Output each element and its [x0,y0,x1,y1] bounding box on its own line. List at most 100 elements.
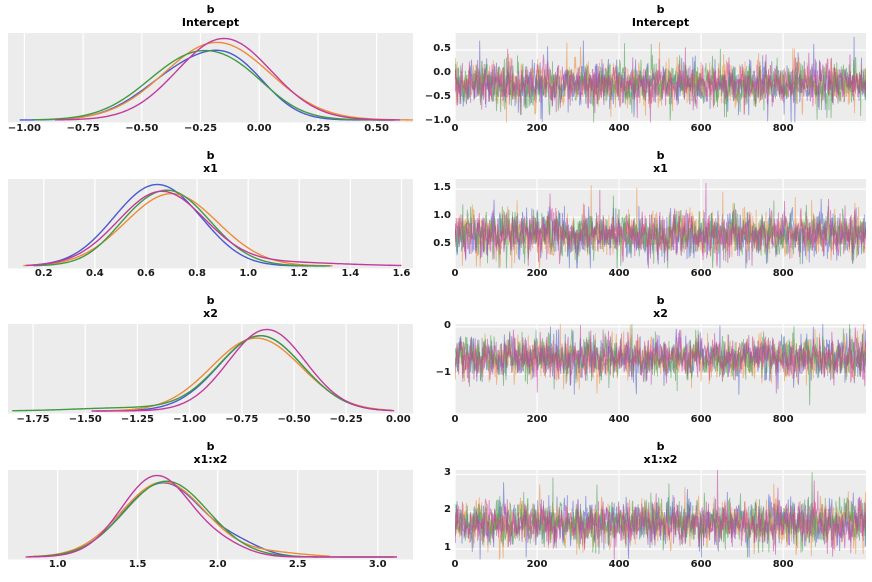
panel-subtitle: x2 [203,307,218,320]
row-x1: b x1 0.2 0.4 0.6 0.8 1.0 1.2 1.4 1.6 b x1 0 200 4… [0,146,872,292]
x-tick-label: 0 [451,268,459,279]
y-tick-label: 0.0 [433,66,451,78]
panel-subtitle: x1 [653,161,668,175]
trace-line-chain-3 [455,47,866,123]
x-tick-label: 1.0 [239,268,258,279]
trace-line-chain-3 [455,182,866,268]
kde-curve-chain-3 [25,474,397,558]
x-tick-label: 3.0 [368,559,387,570]
x-tick-label: −0.50 [277,413,311,425]
y-tick-label: 1 [444,541,451,553]
y-tick-label: 2 [444,504,451,516]
x-tick-label: −1.00 [173,413,207,425]
kde-plot-svg [8,33,413,123]
panel-b-intercept-trace: b Intercept 0 200 400 600 800 0.5 0.0 −0.5 −1.0 [425,0,872,146]
y-tick-label: 0.5 [433,43,451,55]
kde-curve-chain-2 [33,188,330,267]
x-tick-label: 1.5 [128,559,147,570]
kde-curve-chain-2 [12,334,393,412]
panel-subtitle: Intercept [181,16,240,29]
y-tick-label: −0.5 [424,90,451,102]
x-tick-label: −1.00 [7,122,41,134]
panel-b-x1-density: b x1 0.2 0.4 0.6 0.8 1.0 1.2 1.4 1.6 [0,146,436,292]
x-tick-label: 0 [451,122,459,134]
x-tick-label: 0.25 [305,122,331,134]
kde-curve-chain-1 [33,480,330,557]
y-tick-label: 0.5 [433,237,451,249]
x-tick-label: 200 [526,122,548,134]
panel-title: b [656,148,665,162]
x-tick-label: 200 [526,268,548,279]
panel-b-x2-trace: b x2 0 200 400 600 800 0 −1 [436,291,872,437]
x-tick-label: 200 [526,413,548,425]
x-tick-label: −1.50 [68,413,102,425]
x-tick-label: 200 [526,559,548,570]
panel-b-x2-density: b x2 −1.75 −1.50 −1.25 −1.00 −0.75 −0.50 −0.25… [0,291,436,437]
x-tick-label: 400 [608,559,630,570]
x-tick-label: 0.50 [364,122,389,134]
x-tick-label: 1.4 [341,268,360,279]
x-tick-label: −1.25 [120,413,154,425]
x-tick-label: 2.5 [288,559,307,570]
panel-subtitle: x1:x2 [643,452,678,466]
row-x2: b x2 −1.75 −1.50 −1.25 −1.00 −0.75 −0.50 −0.25… [0,291,872,437]
panel-b-intercept-density: b Intercept −1.00 −0.75 −0.50 −0.25 0.00 0.25… [0,0,436,146]
trace-line-chain-3 [455,324,866,394]
x-tick-label: 0.4 [86,268,104,279]
y-tick-label: 1.5 [433,181,451,193]
x-tick-label: −0.25 [329,413,363,425]
x-tick-label: 1.6 [392,268,411,279]
panel-title: b [206,3,215,16]
x-tick-label: 400 [608,413,630,425]
panel-subtitle: x2 [653,307,668,320]
kde-curve-chain-1 [23,192,333,267]
x-tick-label: −0.75 [225,413,259,425]
trace-plot-svg [454,178,866,268]
panel-subtitle: x1 [203,161,218,175]
y-tick-label: 0 [444,319,451,331]
kde-plot-svg [8,324,413,414]
x-tick-label: −0.25 [183,122,218,134]
x-tick-label: 2.0 [208,559,227,570]
x-tick-label: −1.75 [16,413,50,425]
x-tick-label: 0.00 [386,413,411,425]
panel-title: b [656,294,665,307]
x-tick-label: −0.50 [125,122,159,134]
panel-title: b [206,439,215,453]
x-tick-label: 600 [690,122,712,134]
x-tick-label: 0 [451,559,459,570]
panel-subtitle: x1:x2 [193,452,228,466]
axes-background [8,33,413,123]
trace-line-chain-3 [455,469,866,559]
panel-title: b [656,439,665,453]
kde-curve-chain-3 [91,328,395,412]
y-tick-label: 3 [444,466,451,478]
trace-plot-svg [454,469,866,559]
row-intercept: b Intercept −1.00 −0.75 −0.50 −0.25 0.00 0.25… [0,0,872,146]
kde-curve-chain-3 [25,190,402,266]
panel-subtitle: Intercept [631,16,690,29]
x-tick-label: 600 [690,559,712,570]
kde-plot-svg [8,178,413,268]
panel-title: b [206,294,215,307]
x-tick-label: 400 [608,122,630,134]
kde-curve-chain-3 [54,37,401,121]
row-x1x2: b x1:x2 1.0 1.5 2.0 2.5 3.0 b x1:x2 0 200 400 6… [0,437,872,582]
panel-title: b [206,148,215,162]
kde-curve-chain-2 [33,49,396,121]
x-tick-label: 0.2 [34,268,53,279]
x-tick-label: 600 [690,268,712,279]
x-tick-label: 800 [772,268,794,279]
axes-background [8,469,413,559]
panel-b-x1x2-density: b x1:x2 1.0 1.5 2.0 2.5 3.0 [0,437,436,582]
x-tick-label: 800 [772,413,794,425]
x-tick-label: 400 [608,268,630,279]
y-tick-label: −1.0 [424,114,451,126]
x-tick-label: 0.00 [246,122,272,134]
y-tick-label: 1.0 [433,209,451,221]
panel-title: b [656,3,665,16]
x-tick-label: 0.6 [137,268,155,279]
kde-curve-chain-1 [52,41,413,121]
x-tick-label: 600 [690,413,712,425]
